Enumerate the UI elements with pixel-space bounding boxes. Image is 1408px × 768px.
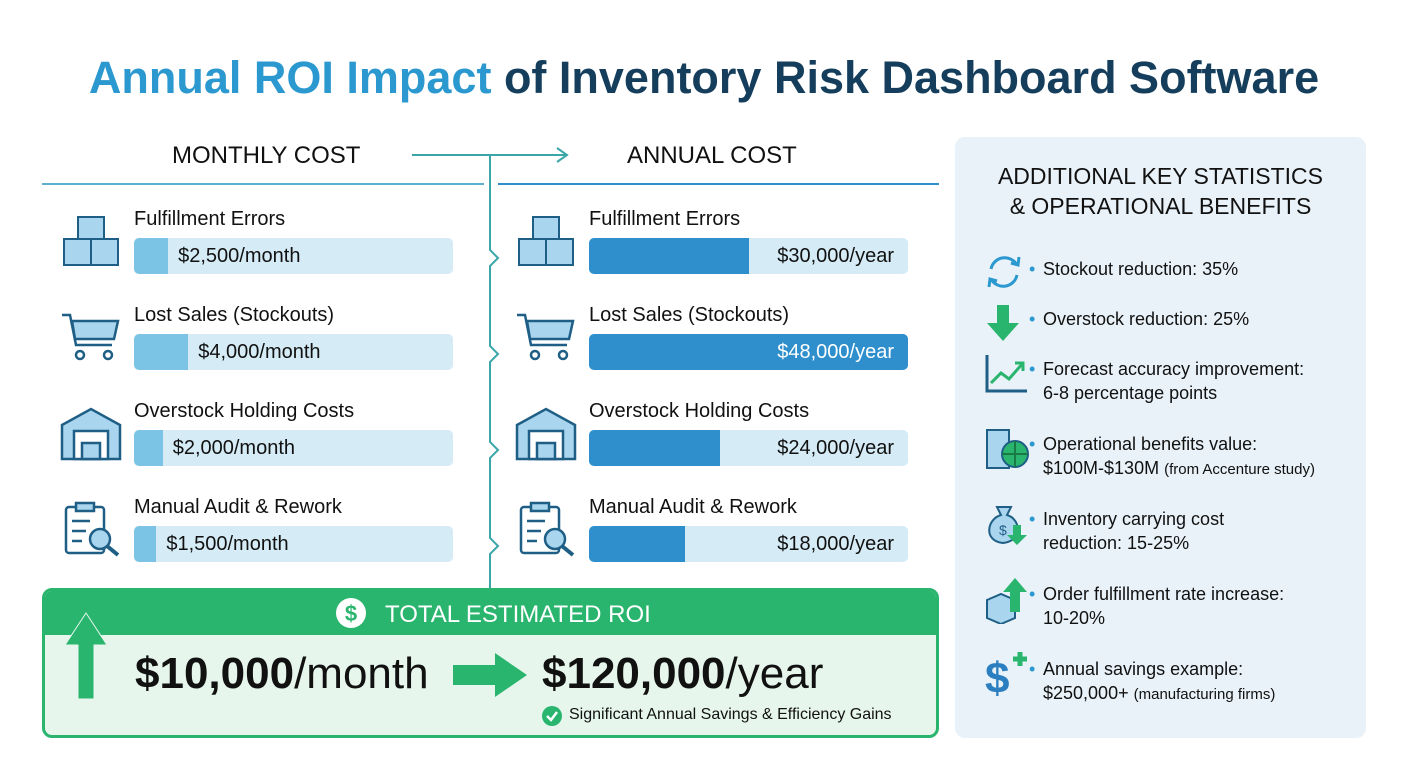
cost-label: Manual Audit & Rework (134, 496, 342, 518)
cost-bar-fill (134, 238, 169, 274)
cost-label: Lost Sales (Stockouts) (589, 304, 790, 326)
cost-bar: $4,000/month (134, 334, 453, 370)
roi-note: Significant Annual Savings & Efficiency … (569, 706, 892, 723)
cost-bar-fill (589, 526, 685, 562)
svg-text:$: $ (345, 601, 357, 626)
cost-value: $4,000/month (198, 341, 321, 363)
building-globe-icon (986, 429, 1029, 469)
annual-heading: ANNUAL COST (627, 142, 797, 169)
check-circle-icon (542, 706, 562, 726)
cart-icon (62, 313, 120, 361)
cost-bar-fill (134, 334, 189, 370)
cost-bar: $2,500/month (134, 238, 453, 274)
cost-value: $18,000/year (777, 533, 894, 555)
stat-item: • Stockout reduction: 35% (1029, 259, 1239, 279)
stat-item: • Annual savings example: $250,000+ (manuf… (1029, 659, 1276, 703)
stat-item: • Forecast accuracy improvement: 6-8 perce… (1029, 359, 1305, 403)
cost-bar: $2,000/month (134, 430, 453, 466)
cost-label: Lost Sales (Stockouts) (134, 304, 335, 326)
monthly-heading: MONTHLY COST (172, 142, 361, 169)
cost-bar: $24,000/year (589, 430, 908, 466)
roi-header: $ TOTAL ESTIMATED ROI (45, 591, 936, 635)
cost-value: $24,000/year (777, 437, 894, 459)
stat-item: • Overstock reduction: 25% (1029, 309, 1250, 329)
money-bag-down-icon: $ (988, 506, 1027, 545)
cost-bar: $48,000/year (589, 334, 908, 370)
cost-value: $2,500/month (178, 245, 301, 267)
stats-heading: ADDITIONAL KEY STATISTICS & OPERATIONAL B… (997, 163, 1324, 219)
cost-bar-fill (589, 238, 749, 274)
divider (498, 183, 939, 185)
cost-bar-fill (589, 430, 720, 466)
cost-value: $1,500/month (166, 533, 289, 555)
roi-monthly: $10,000/month (135, 649, 429, 698)
boxes-icon (518, 216, 574, 266)
audit-clipboard-icon (519, 501, 575, 557)
stat-item: • Order fulfillment rate increase: 10-20% (1029, 584, 1285, 628)
up-arrow-icon (64, 612, 108, 700)
svg-text:$: $ (999, 522, 1007, 538)
cost-label: Overstock Holding Costs (134, 400, 355, 422)
cost-bar: $30,000/year (589, 238, 908, 274)
page-title: Annual ROI Impact of Inventory Risk Dash… (88, 52, 1320, 103)
connector-arrow-icon (412, 147, 569, 590)
dollar-circle-icon: $ (336, 598, 366, 628)
cost-value: $30,000/year (777, 245, 894, 267)
audit-clipboard-icon (64, 501, 120, 557)
divider (42, 183, 484, 185)
cost-label: Fulfillment Errors (589, 208, 741, 230)
cost-label: Manual Audit & Rework (589, 496, 797, 518)
boxes-icon (63, 216, 119, 266)
cost-label: Fulfillment Errors (134, 208, 286, 230)
warehouse-icon (60, 407, 122, 461)
cost-bar: $1,500/month (134, 526, 453, 562)
roi-annual: $120,000/year (542, 649, 824, 698)
cart-icon (517, 313, 575, 361)
cost-value: $2,000/month (172, 437, 296, 459)
stat-item: • Inventory carrying cost reduction: 15-25… (1029, 509, 1225, 553)
refresh-cycle-icon (987, 256, 1021, 288)
stat-item: • Operational benefits value: $100M-$130M … (1029, 434, 1315, 478)
stats-panel: ADDITIONAL KEY STATISTICS & OPERATIONAL B… (955, 137, 1366, 738)
warehouse-icon (515, 407, 577, 461)
cost-label: Overstock Holding Costs (589, 400, 810, 422)
cost-bar-fill (134, 430, 163, 466)
cost-value: $48,000/year (777, 341, 894, 363)
cost-bar-fill (134, 526, 157, 562)
cost-bar: $18,000/year (589, 526, 908, 562)
cost-bar-fill (589, 334, 908, 370)
trend-chart-icon (985, 355, 1027, 393)
roi-heading: TOTAL ESTIMATED ROI (385, 601, 651, 628)
box-up-arrow-icon (986, 578, 1027, 624)
dollar-plus-icon: $ (985, 652, 1027, 699)
roi-box: $ TOTAL ESTIMATED ROI $10,000/month $120… (42, 588, 939, 738)
right-arrow-icon (453, 653, 527, 697)
svg-text:$: $ (985, 654, 1009, 699)
down-arrow-icon (987, 305, 1019, 341)
